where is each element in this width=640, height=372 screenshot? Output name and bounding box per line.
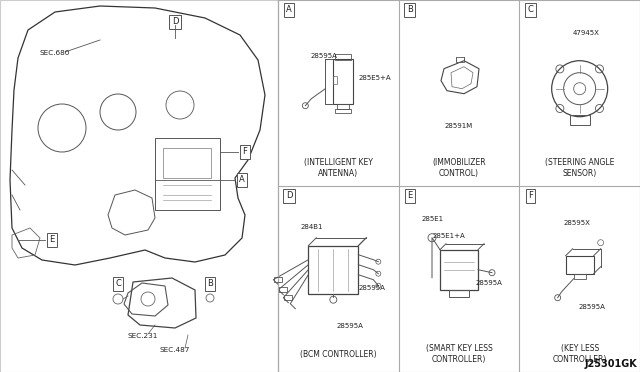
- Bar: [155, 138, 220, 210]
- Text: 285E1: 285E1: [421, 217, 444, 222]
- Bar: [337, 104, 349, 109]
- Bar: [275, 277, 282, 282]
- Bar: [279, 287, 287, 292]
- Bar: [456, 57, 464, 62]
- Text: A: A: [286, 6, 292, 15]
- Text: 28595A: 28595A: [579, 304, 605, 310]
- Text: B: B: [207, 279, 213, 289]
- Text: A: A: [239, 176, 245, 185]
- Text: F: F: [243, 148, 248, 157]
- Bar: [284, 295, 292, 300]
- Text: 28595X: 28595X: [564, 220, 591, 226]
- Text: (SMART KEY LESS
CONTROLLER): (SMART KEY LESS CONTROLLER): [426, 344, 492, 365]
- Text: D: D: [285, 192, 292, 201]
- Bar: [0, 0, 278, 372]
- Text: (INTELLIGENT KEY
ANTENNA): (INTELLIGENT KEY ANTENNA): [304, 158, 372, 179]
- Text: (STEERING ANGLE
SENSOR): (STEERING ANGLE SENSOR): [545, 158, 614, 179]
- Text: (KEY LESS
CONTROLLER): (KEY LESS CONTROLLER): [552, 344, 607, 365]
- Bar: [440, 250, 478, 290]
- Text: 28595A: 28595A: [476, 280, 502, 286]
- Bar: [308, 246, 358, 294]
- Bar: [333, 76, 337, 84]
- Text: 47945X: 47945X: [572, 31, 599, 36]
- Text: 284B1: 284B1: [301, 224, 323, 230]
- Text: SEC.487: SEC.487: [160, 347, 190, 353]
- Bar: [0, 0, 278, 372]
- Text: SEC.231: SEC.231: [128, 333, 158, 339]
- Bar: [333, 59, 353, 104]
- Text: B: B: [407, 6, 413, 15]
- Bar: [449, 290, 469, 297]
- Text: F: F: [528, 192, 532, 201]
- Text: 28591M: 28591M: [445, 124, 473, 129]
- Bar: [335, 109, 351, 113]
- Text: 28595A: 28595A: [310, 53, 337, 59]
- Text: (BCM CONTROLLER): (BCM CONTROLLER): [300, 350, 377, 359]
- Text: J25301GK: J25301GK: [584, 359, 637, 369]
- Text: E: E: [49, 235, 54, 244]
- Text: 285E5+A: 285E5+A: [358, 75, 391, 81]
- Text: C: C: [115, 279, 121, 289]
- Text: (IMMOBILIZER
CONTROL): (IMMOBILIZER CONTROL): [432, 158, 486, 179]
- Text: D: D: [172, 17, 179, 26]
- Text: 285E1+A: 285E1+A: [433, 233, 466, 239]
- Text: 28595A: 28595A: [337, 323, 364, 328]
- Bar: [566, 256, 594, 274]
- Bar: [570, 115, 589, 125]
- Text: C: C: [527, 6, 533, 15]
- Bar: [163, 148, 211, 178]
- Text: SEC.680: SEC.680: [40, 50, 70, 56]
- Bar: [335, 54, 351, 60]
- Text: E: E: [407, 192, 412, 201]
- Bar: [573, 274, 586, 279]
- Text: 28595A: 28595A: [358, 285, 385, 291]
